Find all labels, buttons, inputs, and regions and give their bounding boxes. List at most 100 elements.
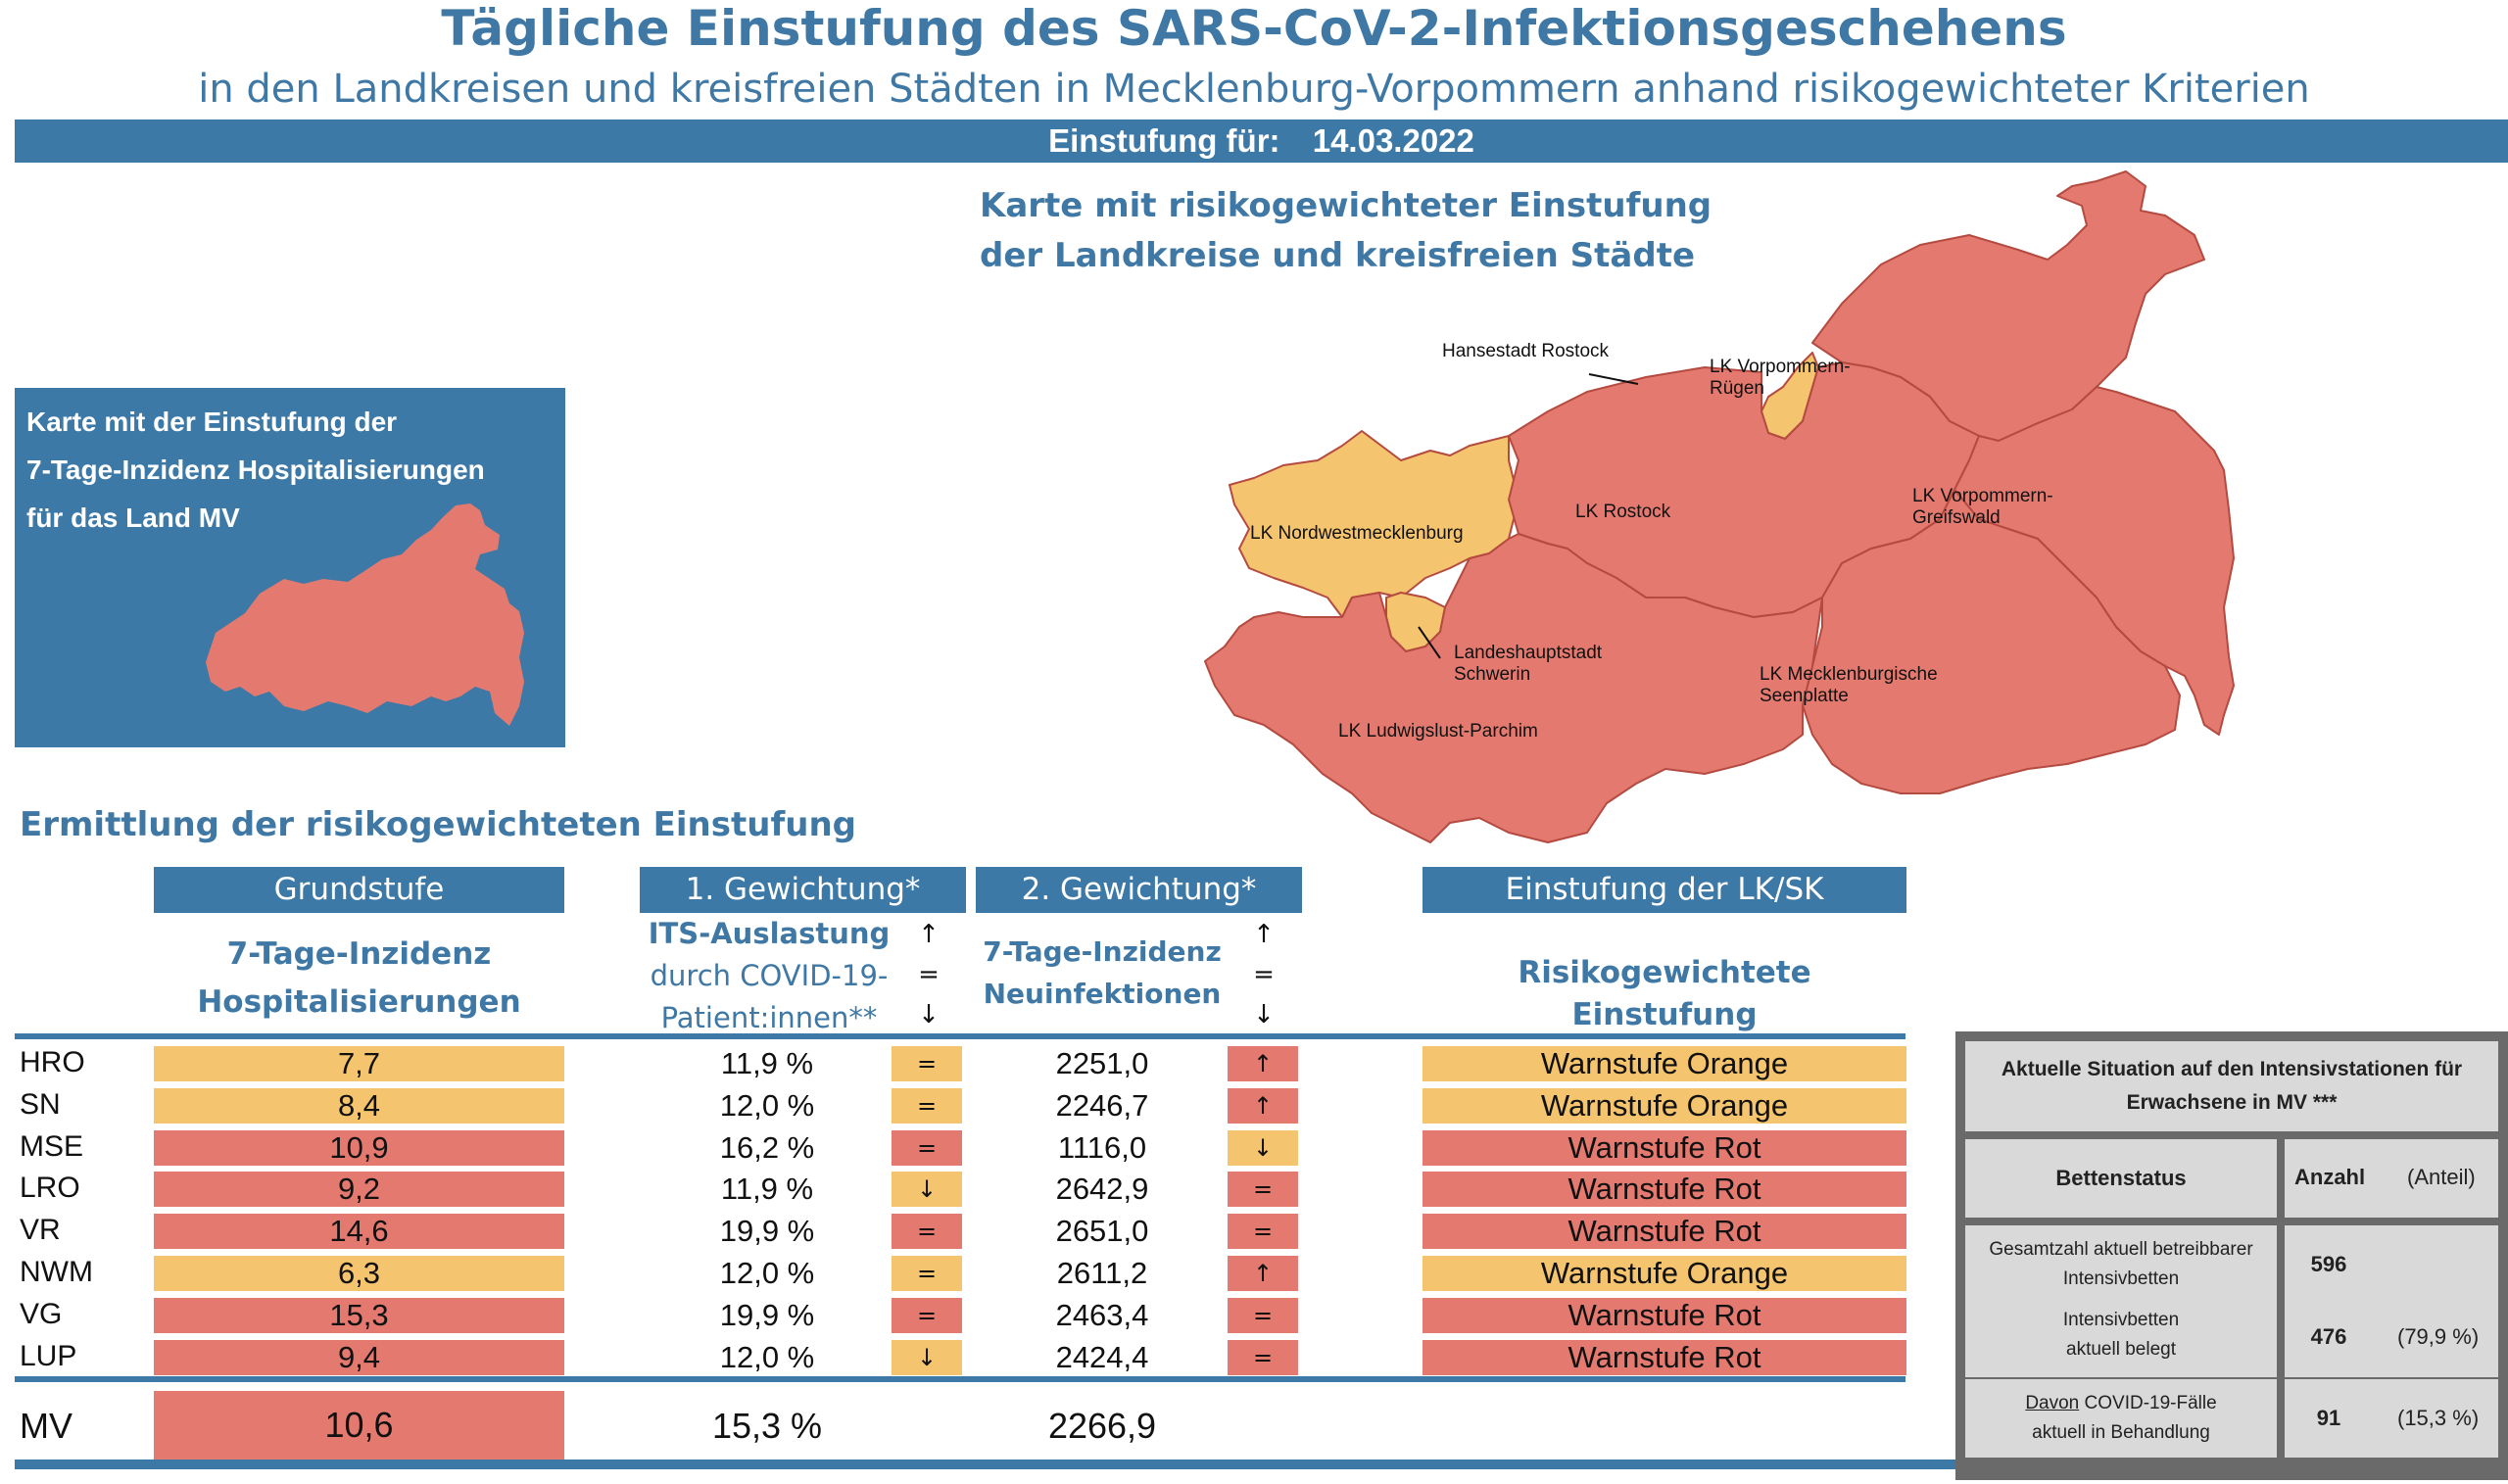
icu-header-anzahl: Anzahl [2294, 1165, 2366, 1189]
hosp-incidence-cell: 9,2 [154, 1172, 564, 1207]
date-bar: Einstufung für: 14.03.2022 [15, 120, 2508, 163]
map-label-sn: Landeshauptstadt Schwerin [1454, 643, 1602, 686]
warning-level-cell: Warnstufe Rot [1423, 1298, 1906, 1333]
icu-header-status: Bettenstatus [1965, 1139, 2277, 1218]
icu-title-line-1: Aktuelle Situation auf den Intensivstati… [2001, 1058, 2463, 1080]
icu-row-count: 91 [2316, 1406, 2341, 1430]
subhead-gew2-line-2: Neuinfektionen [983, 978, 1222, 1010]
incidence-trend-indicator: ↑ [1228, 1046, 1298, 1081]
its-load-value: 16,2 % [719, 1130, 815, 1165]
subhead-grundstufe-line-2: Hospitalisierungen [197, 984, 521, 1020]
legend-eq-2: = [1253, 960, 1275, 989]
date-label: Einstufung für: [1048, 122, 1280, 159]
col-header-gewichtung-2: 2. Gewichtung* [976, 867, 1302, 913]
subhead-gew2-line-1: 7-Tage-Inzidenz [983, 935, 1222, 968]
icu-row-label: Gesamtzahl aktuell betreibbarer Intensivb… [1965, 1225, 2277, 1304]
its-trend-indicator: = [892, 1298, 962, 1333]
region-lup [1204, 533, 1823, 843]
map-label-mse: LK Mecklenburgische Seenplatte [1760, 664, 1938, 707]
icu-row-count: 476 [2310, 1324, 2347, 1349]
map-label-nwm: LK Nordwestmecklenburg [1250, 523, 1464, 544]
infection-incidence-value: 2251,0 [1055, 1046, 1149, 1080]
mv-state-shape [206, 503, 524, 726]
map-label-vr-line-2: Rügen [1710, 378, 1764, 399]
mv-state-map [206, 503, 524, 726]
subhead-gewichtung-1: ITS-Auslastung durch COVID-19- Patient:i… [627, 913, 911, 1039]
infection-incidence-value: 2651,0 [1055, 1214, 1149, 1248]
map-label-hro: Hansestadt Rostock [1442, 341, 1610, 361]
icu-row-values: 476 (79,9 %) [2285, 1296, 2498, 1377]
map-title: Karte mit risikogewichteter Einstufung d… [980, 181, 1712, 281]
icu-row-label-line-1: Gesamtzahl aktuell betreibbarer [1989, 1239, 2253, 1260]
legend-up-2: ↑ [1253, 920, 1275, 949]
map-label-sn-line-1: Landeshauptstadt [1454, 643, 1603, 663]
map-label-mse-line-1: LK Mecklenburgische [1760, 664, 1938, 685]
its-trend-indicator: = [892, 1214, 962, 1249]
icu-table-title: Aktuelle Situation auf den Intensivstati… [1965, 1041, 2498, 1131]
map-title-line-1: Karte mit risikogewichteter Einstufung [980, 186, 1712, 225]
icu-row-label-line-2: Intensivbetten [2062, 1269, 2180, 1289]
map-label-vg-line-2: Greifswald [1912, 507, 2001, 528]
legend-up-1: ↑ [918, 920, 940, 949]
hosp-incidence-cell: 7,7 [154, 1046, 564, 1081]
warning-level-cell: Warnstufe Rot [1423, 1130, 1906, 1166]
hosp-incidence-cell: 10,9 [154, 1130, 564, 1166]
subhead-grundstufe: 7-Tage-Inzidenz Hospitalisierungen [154, 931, 564, 1027]
legend-eq-1: = [918, 960, 940, 989]
table-total-line [15, 1376, 1905, 1382]
incidence-trend-indicator: = [1228, 1172, 1298, 1207]
warning-level-cell: Warnstufe Orange [1423, 1088, 1906, 1124]
icu-row-label: Davon COVID-19-Fälle aktuell in Behandlun… [1965, 1379, 2277, 1458]
icu-row-values: 596 [2285, 1225, 2498, 1304]
subhead-einstufung: Risikogewichtete Einstufung [1518, 955, 1811, 1032]
region-mse [1802, 489, 2181, 794]
subhead-gewichtung-2: 7-Tage-Inzidenz Neuinfektionen [980, 931, 1225, 1015]
icu-header-count: Anzahl (Anteil) [2285, 1139, 2498, 1218]
its-trend-indicator: = [892, 1088, 962, 1124]
hosp-incidence-cell: 15,3 [154, 1298, 564, 1333]
warning-level-cell: Warnstufe Orange [1423, 1046, 1906, 1081]
region-label: SN [20, 1088, 61, 1121]
incidence-trend-indicator: ↑ [1228, 1256, 1298, 1291]
its-load-value: 12,0 % [719, 1340, 815, 1374]
icu-situation-table: Aktuelle Situation auf den Intensivstati… [1955, 1031, 2508, 1480]
hro-leader-line [1588, 373, 1639, 385]
region-label: VR [20, 1214, 61, 1246]
icu-row-label-line-1: Davon COVID-19-Fälle [2025, 1393, 2217, 1413]
its-load-value: 11,9 % [720, 1046, 814, 1080]
region-label: VG [20, 1298, 63, 1330]
map-label-sn-line-2: Schwerin [1454, 664, 1531, 685]
icu-row-label-line-2: aktuell in Behandlung [2032, 1422, 2210, 1443]
map-label-lro: LK Rostock [1575, 502, 1671, 522]
its-trend-indicator: = [892, 1256, 962, 1291]
hospitalization-map-box: Karte mit der Einstufung der 7-Tage-Inzi… [15, 388, 565, 747]
region-label: LRO [20, 1172, 80, 1204]
incidence-trend-indicator: ↓ [1228, 1130, 1298, 1166]
its-load-value: 12,0 % [719, 1088, 815, 1123]
hosp-incidence-cell: 14,6 [154, 1214, 564, 1249]
region-label: MSE [20, 1130, 84, 1163]
infection-incidence-value: 2424,4 [1055, 1340, 1149, 1374]
incidence-trend-indicator: = [1228, 1298, 1298, 1333]
map-label-vg: LK Vorpommern- Greifswald [1912, 486, 2053, 529]
hospitalization-map-caption: Karte mit der Einstufung der 7-Tage-Inzi… [26, 398, 485, 542]
region-label: LUP [20, 1340, 77, 1372]
hosp-incidence-cell: 6,3 [154, 1256, 564, 1291]
region-label: NWM [20, 1256, 93, 1288]
section-title: Ermittlung der risikogewichteten Einstuf… [20, 805, 857, 844]
caption-line-3: für das Land MV [26, 503, 240, 533]
warning-level-cell: Warnstufe Rot [1423, 1340, 1906, 1375]
icu-title-line-2: Erwachsene in MV *** [2126, 1091, 2338, 1114]
hosp-incidence-cell: 8,4 [154, 1088, 564, 1124]
icu-row-count: 596 [2310, 1252, 2347, 1276]
map-label-vr: LK Vorpommern- Rügen [1710, 357, 1851, 400]
page-subtitle: in den Landkreisen und kreisfreien Städt… [198, 67, 2310, 112]
icu-row-label: Intensivbetten aktuell belegt [1965, 1296, 2277, 1377]
subhead-gew1-line-3: Patient:innen** [660, 1001, 878, 1034]
total-hosp-cell: 10,6 [154, 1391, 564, 1460]
map-title-line-2: der Landkreise und kreisfreien Städte [980, 236, 1696, 275]
icu-row-label-prefix: Davon [2025, 1393, 2080, 1413]
icu-row-values: 91 (15,3 %) [2285, 1379, 2498, 1458]
legend-arrows-1: ↑ = ↓ [909, 915, 948, 1035]
incidence-trend-indicator: = [1228, 1214, 1298, 1249]
